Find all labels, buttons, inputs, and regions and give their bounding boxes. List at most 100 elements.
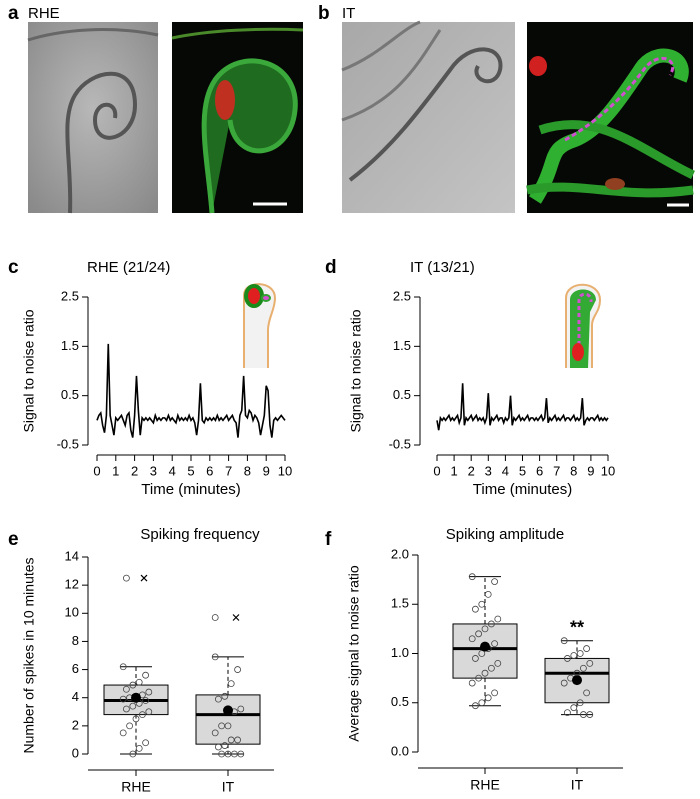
data-point xyxy=(491,640,499,648)
x-tick-label: 4 xyxy=(502,463,509,478)
data-point xyxy=(560,679,568,687)
data-point xyxy=(234,666,242,673)
data-point xyxy=(123,574,130,582)
data-point xyxy=(123,705,130,713)
y-tick-label: 0.5 xyxy=(391,694,409,709)
data-point xyxy=(214,743,222,751)
y-tick-label: 0.5 xyxy=(61,387,79,402)
y-tick-label: -0.5 xyxy=(389,436,411,451)
mean xyxy=(480,641,490,652)
data-point xyxy=(471,702,479,710)
data-point xyxy=(214,695,222,703)
mean xyxy=(223,705,233,716)
data-point xyxy=(481,625,489,633)
y-tick-label: 2 xyxy=(72,717,79,732)
x-tick-label: 7 xyxy=(553,463,560,478)
data-point xyxy=(211,729,219,737)
data-point xyxy=(129,702,137,710)
data-point xyxy=(491,689,499,697)
significance: ** xyxy=(570,617,584,637)
data-point xyxy=(221,692,229,700)
x-tick-label: 0 xyxy=(433,463,440,478)
image-caption: RHE xyxy=(28,5,60,22)
x-tick-label: 3 xyxy=(150,463,157,478)
y-tick-label: 1.5 xyxy=(393,338,411,353)
y-tick-label: 14 xyxy=(65,548,79,563)
chart-title: Spiking frequency xyxy=(140,526,260,543)
y-axis-label: Number of spikes in 10 minutes xyxy=(21,557,37,753)
panel-letter: a xyxy=(8,3,19,24)
data-point xyxy=(487,664,495,672)
data-point xyxy=(583,689,590,697)
y-axis-label: Signal to noise ratio xyxy=(21,309,37,432)
panel-letter: c xyxy=(8,257,19,278)
box xyxy=(195,694,261,745)
data-point xyxy=(218,750,226,758)
data-point xyxy=(237,750,245,758)
it-schematic xyxy=(565,283,602,368)
data-point xyxy=(491,578,499,585)
y-tick-label: 4 xyxy=(72,689,79,704)
y-axis-label: Average signal to noise ratio xyxy=(346,565,362,742)
infection-thread xyxy=(564,56,674,142)
x-axis-label: Time (minutes) xyxy=(473,481,572,498)
data-point xyxy=(583,645,590,652)
x-tick-label: 10 xyxy=(278,463,292,478)
data-point xyxy=(475,630,483,638)
data-point xyxy=(135,678,143,686)
data-point xyxy=(227,680,235,688)
signal-line xyxy=(96,343,286,438)
data-point xyxy=(468,635,476,643)
data-point xyxy=(475,674,483,682)
y-tick-label: 1.0 xyxy=(391,645,409,660)
x-tick-label: IT xyxy=(571,777,584,793)
data-point xyxy=(494,615,502,623)
data-point xyxy=(142,739,150,747)
data-point xyxy=(129,681,137,689)
x-tick-label: RHE xyxy=(470,777,500,793)
y-tick-label: 0.0 xyxy=(391,743,409,758)
panel-letter: e xyxy=(8,529,19,550)
x-tick-label: 9 xyxy=(587,463,594,478)
x-tick-label: 3 xyxy=(485,463,492,478)
x-tick-label: IT xyxy=(222,779,235,795)
y-tick-label: 2.5 xyxy=(393,288,411,303)
panel-letter: d xyxy=(325,257,337,278)
data-point xyxy=(570,704,578,712)
data-point xyxy=(484,591,492,598)
outlier xyxy=(232,614,240,621)
signal-line xyxy=(436,383,609,431)
y-tick-label: 2.0 xyxy=(391,546,409,561)
y-tick-label: 10 xyxy=(65,605,79,620)
panel-letter: f xyxy=(325,529,332,550)
data-point xyxy=(478,699,486,707)
x-tick-label: 0 xyxy=(93,463,100,478)
data-point xyxy=(478,650,486,657)
rhe-schematic xyxy=(243,283,277,368)
data-point xyxy=(218,722,226,730)
data-point xyxy=(484,694,492,702)
hair-outline xyxy=(65,71,138,214)
data-point xyxy=(142,671,150,679)
data-point xyxy=(471,605,479,613)
x-tick-label: 8 xyxy=(570,463,577,478)
data-point xyxy=(564,655,571,662)
y-tick-label: 8 xyxy=(72,633,79,648)
x-tick-label: 1 xyxy=(112,463,119,478)
y-tick-label: 12 xyxy=(65,577,79,592)
y-tick-label: 2.5 xyxy=(61,288,79,303)
x-tick-label: 9 xyxy=(263,463,270,478)
data-point xyxy=(586,659,594,667)
fluorescent-cell xyxy=(529,48,689,204)
data-point xyxy=(126,722,134,730)
hair-outline xyxy=(348,47,503,182)
brightfield-image xyxy=(28,22,158,213)
x-tick-label: 8 xyxy=(244,463,251,478)
chart-title: RHE (21/24) xyxy=(87,259,170,276)
data-point xyxy=(142,697,150,704)
data-point xyxy=(576,650,584,657)
hair-outline xyxy=(341,20,442,122)
x-axis-label: Time (minutes) xyxy=(141,481,240,498)
